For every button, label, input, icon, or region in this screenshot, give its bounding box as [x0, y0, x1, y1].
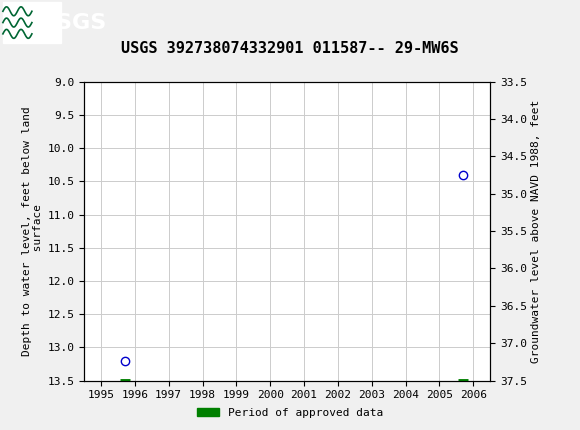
Text: USGS 392738074332901 011587-- 29-MW6S: USGS 392738074332901 011587-- 29-MW6S — [121, 41, 459, 56]
Legend: Period of approved data: Period of approved data — [193, 403, 387, 422]
Y-axis label: Groundwater level above NAVD 1988, feet: Groundwater level above NAVD 1988, feet — [531, 99, 541, 363]
Y-axis label: Depth to water level, feet below land
 surface: Depth to water level, feet below land su… — [21, 106, 44, 356]
Text: USGS: USGS — [38, 12, 106, 33]
FancyBboxPatch shape — [3, 2, 61, 43]
